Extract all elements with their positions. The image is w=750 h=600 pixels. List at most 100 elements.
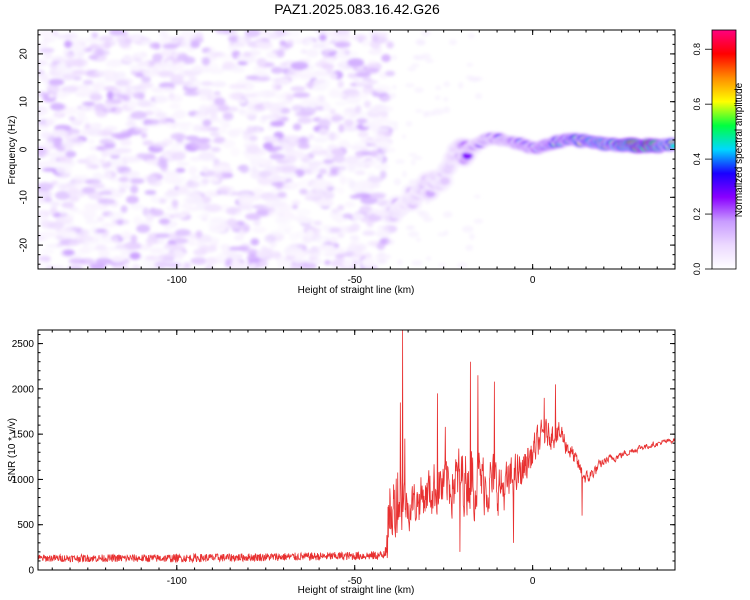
spectrogram-noise-blob bbox=[106, 91, 114, 100]
colorbar-tick-label: 0.0 bbox=[692, 263, 702, 276]
spectrogram-noise-blob bbox=[413, 156, 423, 160]
spectrogram-noise-blob bbox=[62, 90, 71, 97]
page-title: PAZ1.2025.083.16.42.G26 bbox=[274, 1, 440, 17]
y-tick-label: 10 bbox=[19, 96, 30, 108]
spectrogram-noise-blob bbox=[95, 243, 107, 250]
spectrogram-noise-blob bbox=[276, 49, 285, 58]
spectrogram-noise-blob bbox=[257, 157, 268, 164]
spectrogram-noise-blob bbox=[323, 251, 337, 257]
spectrogram-noise-blob bbox=[180, 210, 190, 217]
spectrogram-noise-blob bbox=[313, 145, 324, 152]
spectrogram-noise-blob bbox=[85, 37, 103, 43]
spectrogram-noise-blob bbox=[76, 235, 94, 242]
spectrogram-noise-blob bbox=[122, 55, 134, 63]
spectrogram-noise-blob bbox=[65, 150, 77, 158]
spectrogram-noise-blob bbox=[345, 155, 359, 164]
spectrogram-noise-blob bbox=[135, 53, 146, 60]
spectrogram-noise-blob bbox=[205, 257, 218, 265]
spectrogram-noise-blob bbox=[155, 112, 168, 119]
spectrogram-noise-blob bbox=[38, 198, 45, 205]
spectrogram-noise-blob bbox=[89, 43, 100, 50]
spectrogram-noise-blob bbox=[277, 224, 294, 231]
spectrogram-noise-blob bbox=[55, 66, 74, 75]
spectrogram-noise-blob bbox=[166, 206, 175, 211]
spectrogram-noise-blob bbox=[291, 200, 301, 206]
spectrogram-noise-blob bbox=[54, 190, 71, 200]
spectrogram-noise-blob bbox=[314, 30, 328, 34]
y-tick-label: 2500 bbox=[12, 339, 35, 350]
spectrogram-noise-blob bbox=[72, 209, 87, 214]
spectrogram-noise-blob bbox=[327, 172, 336, 177]
spectrogram-noise-blob bbox=[402, 170, 407, 178]
spectrogram-noise-blob bbox=[393, 124, 398, 131]
spectrogram-noise-blob bbox=[279, 62, 289, 67]
spectrogram-noise-blob bbox=[338, 47, 350, 55]
spectrogram-noise-blob bbox=[373, 31, 389, 38]
spectrogram-noise-blob bbox=[96, 216, 105, 222]
spectrogram-noise-blob bbox=[130, 185, 139, 194]
spectrogram-noise-blob bbox=[38, 255, 51, 262]
spectrogram-noise-blob bbox=[292, 123, 302, 131]
spectrogram-noise-blob bbox=[195, 230, 203, 239]
spectrogram-noise-blob bbox=[222, 112, 234, 121]
spectrogram-noise-blob bbox=[190, 31, 204, 38]
spectrogram-noise-blob bbox=[125, 195, 139, 204]
spectrogram-noise-blob bbox=[108, 190, 124, 198]
spectrogram-noise-blob bbox=[199, 245, 218, 253]
colorbar-scale bbox=[712, 30, 736, 269]
spectrogram-noise-blob bbox=[210, 81, 227, 88]
snr-panel: -100 -50 0 0 500 1000 1500 2000 2500 Height of … bbox=[7, 329, 676, 596]
y-tick-label: -10 bbox=[19, 190, 30, 205]
spectrogram-noise-field bbox=[38, 30, 484, 269]
spectrogram-noise-blob bbox=[214, 97, 226, 106]
spectrogram-noise-blob bbox=[104, 102, 113, 111]
spectrogram-noise-blob bbox=[41, 191, 53, 198]
spectrogram-noise-blob bbox=[361, 139, 379, 144]
spectrogram-noise-blob bbox=[475, 93, 483, 100]
spectrogram-noise-blob bbox=[294, 111, 312, 117]
spectrogram-noise-blob bbox=[149, 247, 165, 255]
spectrogram-noise-blob bbox=[361, 38, 371, 47]
spectrogram-noise-blob bbox=[330, 36, 338, 44]
spectrogram-noise-blob bbox=[50, 115, 59, 123]
spectrogram-noise-blob bbox=[174, 237, 189, 244]
spectrogram-noise-blob bbox=[244, 108, 258, 117]
spectrogram-noise-blob bbox=[343, 126, 359, 132]
spectrogram-noise-blob bbox=[408, 153, 418, 157]
spectrogram-noise-blob bbox=[209, 228, 228, 233]
spectrogram-noise-blob bbox=[97, 198, 116, 205]
spectrogram-noise-blob bbox=[183, 91, 200, 96]
spectrogram-noise-blob bbox=[48, 93, 55, 99]
spectrogram-noise-blob bbox=[236, 246, 249, 251]
spectrogram-noise-blob bbox=[55, 110, 63, 117]
spectrogram-noise-blob bbox=[234, 127, 246, 134]
spectrogram-noise-blob bbox=[229, 83, 247, 90]
spectrogram-xlabel: Height of straight line (km) bbox=[298, 285, 415, 296]
spectrogram-noise-blob bbox=[312, 79, 319, 84]
spectrogram-noise-blob bbox=[271, 82, 283, 92]
snr-x-axis: -100 -50 0 bbox=[51, 330, 676, 587]
spectrogram-noise-blob bbox=[52, 264, 65, 269]
spectrogram-noise-blob bbox=[188, 76, 197, 82]
spectrogram-noise-blob bbox=[462, 225, 474, 233]
spectrogram-noise-blob bbox=[59, 183, 78, 189]
spectrogram-noise-blob bbox=[99, 35, 114, 42]
spectrogram-noise-blob bbox=[88, 54, 99, 60]
spectrogram-noise-blob bbox=[239, 93, 258, 98]
spectrogram-noise-blob bbox=[103, 142, 116, 149]
spectrogram-noise-blob bbox=[422, 216, 433, 223]
spectrogram-noise-blob bbox=[55, 165, 68, 175]
spectrogram-noise-blob bbox=[195, 110, 206, 116]
spectrogram-noise-blob bbox=[442, 211, 453, 218]
spectrogram-noise-blob bbox=[204, 204, 222, 213]
spectrogram-noise-blob bbox=[298, 72, 316, 80]
spectrogram-noise-blob bbox=[76, 159, 89, 164]
spectrogram-noise-blob bbox=[283, 135, 301, 142]
spectrogram-noise-blob bbox=[432, 108, 444, 115]
spectrogram-noise-blob bbox=[344, 201, 356, 208]
spectrogram-noise-blob bbox=[56, 62, 68, 69]
spectrogram-noise-blob bbox=[142, 140, 154, 146]
spectrogram-noise-blob bbox=[72, 69, 87, 76]
spectrogram-noise-blob bbox=[190, 175, 201, 180]
